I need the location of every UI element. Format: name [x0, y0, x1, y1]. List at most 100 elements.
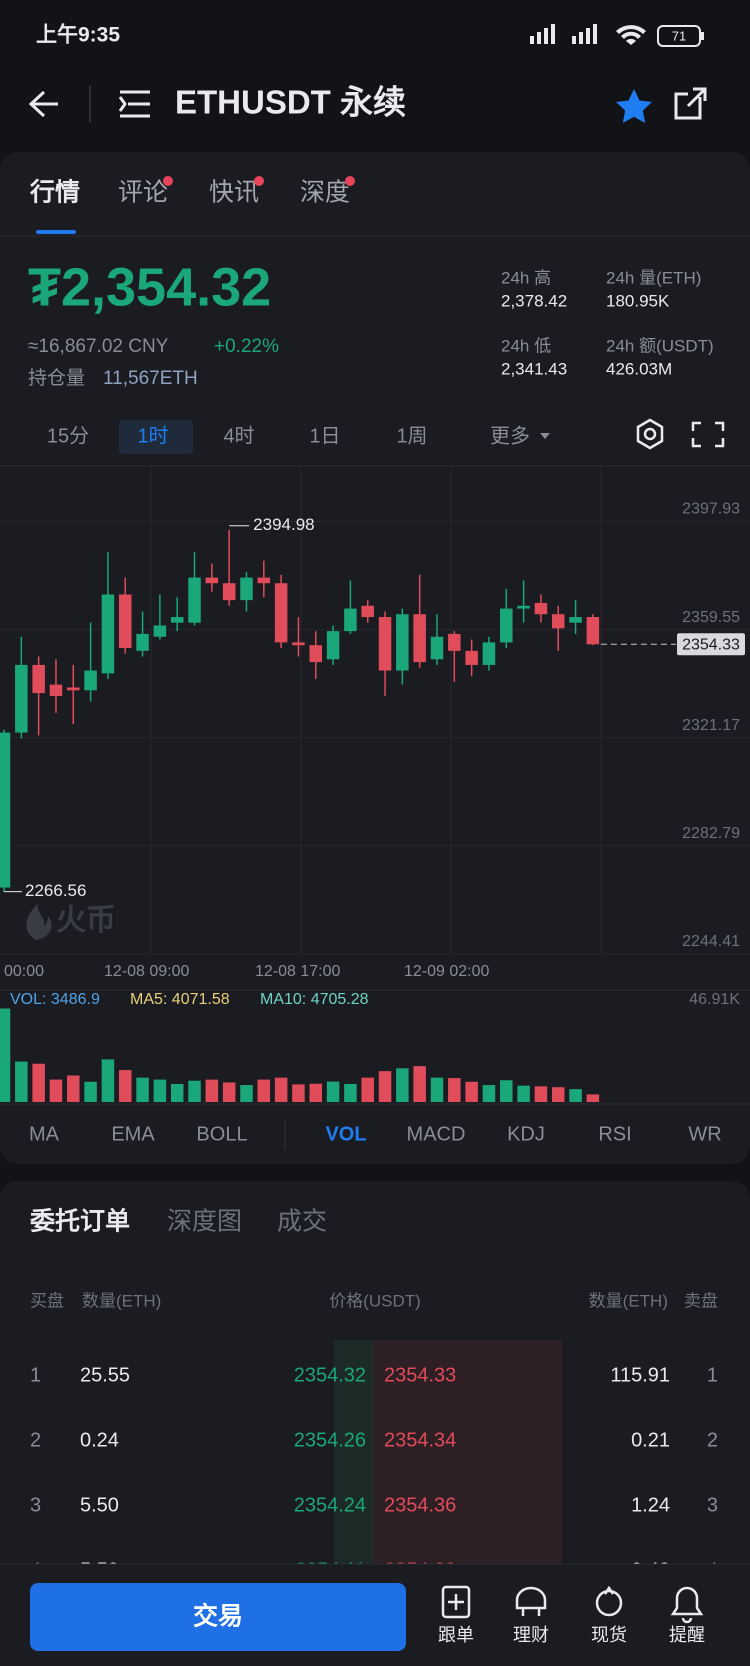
tab[interactable]: 评论 [118, 179, 168, 207]
indicator[interactable]: KDJ [507, 1123, 545, 1145]
indicator[interactable]: VOL [325, 1123, 366, 1145]
volume-bar [49, 1079, 63, 1102]
dropdown-caret [540, 433, 550, 439]
volume-bar [205, 1079, 219, 1102]
orderbook-tab[interactable]: 深度图 [167, 1208, 242, 1236]
indicator[interactable]: WR [688, 1123, 721, 1145]
volume-bar [482, 1085, 496, 1102]
share-button[interactable] [674, 87, 707, 120]
indicator-bar: MA EMA BOLL VOL MACD KDJ RSI WR [29, 1123, 722, 1145]
volume-bar [118, 1070, 132, 1102]
indicator[interactable]: RSI [598, 1123, 631, 1145]
status-time: 上午9:35 [36, 23, 120, 47]
volume-bar [170, 1083, 184, 1102]
volume-bar [0, 1008, 11, 1102]
candle-body [430, 636, 444, 660]
interval[interactable]: 1时 [137, 424, 168, 447]
menu-button[interactable] [118, 90, 150, 118]
volume-bar [257, 1079, 271, 1102]
candle-body [205, 577, 219, 584]
tab[interactable]: 快讯 [209, 179, 259, 207]
y-tick-label: 2359.55 [682, 609, 740, 626]
trade-button-label: 交易 [193, 1602, 243, 1631]
candle-body [586, 617, 600, 645]
candle-body [292, 642, 305, 646]
orderbook-header: 数量(ETH) [82, 1291, 161, 1310]
last-price: ₮2,354.32 [28, 257, 271, 317]
orderbook-cell: 3 [707, 1494, 718, 1516]
candle-body [84, 670, 97, 691]
trade-button[interactable] [30, 1583, 406, 1651]
nav-item[interactable]: 现货 [591, 1625, 627, 1645]
volume-bar [309, 1083, 323, 1102]
tab-indicator [36, 230, 76, 234]
fullscreen-button[interactable] [691, 421, 725, 448]
interval[interactable]: 1周 [396, 425, 427, 447]
volume-tick-label: 46.91K [689, 991, 740, 1008]
signal-icons [530, 24, 646, 45]
candle-body [170, 617, 184, 623]
candle-body [118, 594, 132, 649]
candle-body [274, 583, 288, 643]
high-label: 2394.98 [253, 515, 314, 534]
battery-tip [701, 32, 704, 40]
indicator[interactable]: MACD [407, 1123, 466, 1145]
candle-body [222, 583, 236, 601]
settings-button[interactable] [636, 418, 664, 450]
interval[interactable]: 15分 [47, 424, 89, 447]
volume-bar [326, 1081, 340, 1102]
y-tick-label: 2282.79 [682, 825, 740, 842]
y-tick-label: 2321.17 [682, 717, 740, 734]
low-label: 2266.56 [25, 881, 86, 900]
tab[interactable]: 行情 [29, 179, 80, 207]
notification-dot [345, 176, 355, 186]
candle-body [378, 617, 392, 671]
volume-bar [153, 1079, 167, 1102]
volume-legend: VOL: 3486.9 [10, 991, 100, 1008]
volume-bar [274, 1077, 288, 1102]
stat-label: 24h 低 [501, 336, 551, 355]
volume-bar [67, 1075, 80, 1102]
volume-chart: VOL: 3486.9 MA5: 4071.58 MA10: 4705.28 46.9… [0, 991, 740, 1102]
indicator[interactable]: EMA [111, 1123, 155, 1145]
notification-dot [254, 176, 264, 186]
battery [657, 25, 701, 47]
candle-body [465, 650, 478, 665]
volume-bar [136, 1077, 149, 1102]
nav-item[interactable]: 提醒 [669, 1625, 705, 1645]
x-tick-label: 00:00 [4, 963, 44, 980]
nav-item[interactable]: 理财 [513, 1625, 549, 1645]
orderbook-cell: 2354.36 [384, 1494, 456, 1516]
indicator[interactable]: MA [29, 1123, 60, 1145]
last-price-box [677, 633, 745, 656]
x-tick-label: 12-08 17:00 [255, 963, 341, 980]
interval[interactable]: 更多 [490, 424, 530, 447]
stat-value: 426.03M [606, 359, 672, 378]
candle-body [49, 684, 63, 696]
orderbook-cell: 5.50 [80, 1494, 119, 1516]
orderbook-cell: 115.91 [610, 1364, 670, 1386]
stat-label: 24h 额(USDT) [606, 336, 714, 355]
back-button[interactable] [28, 90, 58, 118]
candle-body [32, 664, 45, 694]
volume-legend: MA5: 4071.58 [130, 991, 230, 1008]
favorite-button[interactable] [616, 89, 652, 123]
watermark: 火币 [56, 904, 116, 937]
candle-body [344, 608, 357, 632]
orderbook-cell: 3 [30, 1494, 41, 1516]
candle-body [240, 577, 253, 601]
interval[interactable]: 1日 [309, 425, 340, 447]
volume-bar [500, 1080, 513, 1102]
orderbook-tab[interactable]: 委托订单 [29, 1208, 130, 1236]
nav-item[interactable]: 跟单 [438, 1625, 474, 1645]
orderbook-tab[interactable]: 成交 [277, 1208, 327, 1236]
tab[interactable]: 深度 [300, 179, 350, 207]
interval[interactable]: 4时 [223, 424, 254, 447]
indicator[interactable]: BOLL [196, 1123, 247, 1145]
volume-bar [448, 1078, 461, 1102]
volume-bar [101, 1059, 115, 1102]
candle-body [517, 605, 530, 609]
candle-body [309, 645, 323, 663]
stats: 24h 高 2,378.42 24h 量(ETH) 180.95K 24h 低 2,341… [501, 268, 714, 378]
